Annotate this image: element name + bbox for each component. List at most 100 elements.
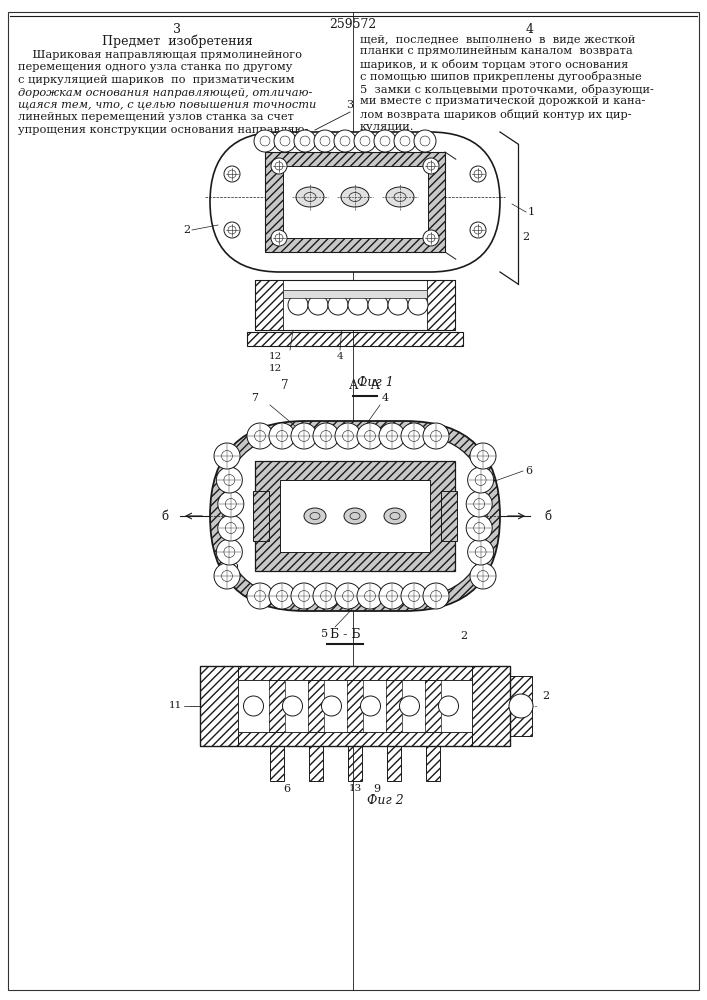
Ellipse shape bbox=[304, 508, 326, 524]
Bar bbox=[426, 746, 440, 781]
Bar bbox=[426, 746, 440, 781]
Circle shape bbox=[294, 130, 316, 152]
Circle shape bbox=[466, 515, 492, 541]
Text: шариков, и к обоим торцам этого основания: шариков, и к обоим торцам этого основани… bbox=[360, 59, 629, 70]
Text: 3: 3 bbox=[173, 23, 181, 36]
Bar bbox=[427, 280, 455, 330]
Circle shape bbox=[322, 696, 341, 716]
Circle shape bbox=[224, 166, 240, 182]
Bar bbox=[283, 166, 428, 238]
Circle shape bbox=[470, 166, 486, 182]
Circle shape bbox=[288, 295, 308, 315]
Circle shape bbox=[401, 583, 427, 609]
Circle shape bbox=[470, 443, 496, 469]
Circle shape bbox=[218, 515, 244, 541]
Circle shape bbox=[274, 130, 296, 152]
Text: щей,  последнее  выполнено  в  виде жесткой: щей, последнее выполнено в виде жесткой bbox=[360, 34, 636, 44]
Bar bbox=[255, 280, 283, 330]
Circle shape bbox=[401, 423, 427, 449]
Circle shape bbox=[438, 696, 459, 716]
FancyBboxPatch shape bbox=[210, 421, 500, 611]
Bar bbox=[510, 676, 532, 736]
Bar bbox=[387, 746, 401, 781]
Text: 2: 2 bbox=[183, 225, 190, 235]
Bar bbox=[425, 680, 441, 732]
Bar bbox=[472, 666, 510, 746]
Circle shape bbox=[509, 694, 533, 718]
Bar bbox=[441, 491, 457, 541]
Text: 4: 4 bbox=[337, 352, 344, 361]
Bar bbox=[255, 280, 283, 330]
Circle shape bbox=[314, 130, 336, 152]
Circle shape bbox=[466, 491, 492, 517]
Text: Фиг 2: Фиг 2 bbox=[367, 794, 404, 807]
Text: линейных перемещений узлов станка за счет: линейных перемещений узлов станка за сче… bbox=[18, 112, 294, 122]
Circle shape bbox=[408, 295, 428, 315]
Bar bbox=[247, 332, 463, 346]
Circle shape bbox=[470, 222, 486, 238]
Bar bbox=[386, 680, 402, 732]
Circle shape bbox=[423, 583, 449, 609]
Text: 12: 12 bbox=[269, 364, 281, 373]
Bar bbox=[441, 491, 457, 541]
Circle shape bbox=[313, 583, 339, 609]
Bar bbox=[386, 680, 402, 732]
Ellipse shape bbox=[341, 187, 369, 207]
Text: 3: 3 bbox=[346, 100, 354, 110]
Bar bbox=[427, 280, 455, 330]
Bar bbox=[347, 680, 363, 732]
Circle shape bbox=[271, 230, 287, 246]
Bar bbox=[510, 676, 532, 736]
Bar bbox=[270, 746, 284, 781]
Text: 259572: 259572 bbox=[329, 18, 377, 31]
Circle shape bbox=[399, 696, 419, 716]
Circle shape bbox=[470, 563, 496, 589]
Bar bbox=[253, 491, 269, 541]
Circle shape bbox=[423, 158, 439, 174]
Bar bbox=[265, 152, 445, 252]
Bar bbox=[238, 732, 472, 746]
Text: планки с прямолинейным каналом  возврата: планки с прямолинейным каналом возврата bbox=[360, 46, 633, 56]
Bar bbox=[472, 666, 510, 746]
Text: 6: 6 bbox=[283, 784, 290, 794]
Circle shape bbox=[283, 696, 303, 716]
Text: 6: 6 bbox=[525, 466, 532, 476]
Circle shape bbox=[335, 423, 361, 449]
Circle shape bbox=[348, 295, 368, 315]
Text: Шариковая направляющая прямолинейного: Шариковая направляющая прямолинейного bbox=[18, 50, 302, 60]
Text: 9: 9 bbox=[373, 784, 380, 794]
Text: перемещения одного узла станка по другому: перемещения одного узла станка по другом… bbox=[18, 62, 293, 73]
Ellipse shape bbox=[296, 187, 324, 207]
Circle shape bbox=[388, 295, 408, 315]
Bar bbox=[347, 680, 363, 732]
Bar bbox=[255, 280, 455, 330]
Circle shape bbox=[247, 423, 273, 449]
Text: 2: 2 bbox=[522, 232, 529, 242]
Text: 4: 4 bbox=[526, 23, 534, 36]
Text: 12: 12 bbox=[269, 352, 281, 361]
Bar bbox=[348, 746, 362, 781]
Text: Б - Б: Б - Б bbox=[329, 628, 361, 641]
Circle shape bbox=[291, 583, 317, 609]
Circle shape bbox=[467, 467, 493, 493]
Text: лом возврата шариков общий контур их цир-: лом возврата шариков общий контур их цир… bbox=[360, 109, 631, 120]
Circle shape bbox=[374, 130, 396, 152]
Text: с циркуляцией шариков  по  призматическим: с циркуляцией шариков по призматическим bbox=[18, 75, 295, 85]
Text: 5  замки с кольцевыми проточками, образующи-: 5 замки с кольцевыми проточками, образую… bbox=[360, 84, 654, 95]
Circle shape bbox=[313, 423, 339, 449]
Circle shape bbox=[423, 230, 439, 246]
FancyBboxPatch shape bbox=[210, 132, 500, 272]
Text: Предмет  изобретения: Предмет изобретения bbox=[102, 34, 252, 47]
Circle shape bbox=[361, 696, 380, 716]
Text: дорожкам основания направляющей, отличаю-: дорожкам основания направляющей, отличаю… bbox=[18, 88, 312, 98]
Circle shape bbox=[357, 423, 383, 449]
Text: 4: 4 bbox=[382, 393, 389, 403]
Circle shape bbox=[423, 423, 449, 449]
Bar bbox=[270, 746, 284, 781]
Circle shape bbox=[214, 563, 240, 589]
Bar bbox=[280, 480, 430, 552]
Bar bbox=[238, 666, 472, 680]
Ellipse shape bbox=[384, 508, 406, 524]
Bar bbox=[255, 461, 455, 571]
Circle shape bbox=[216, 539, 243, 565]
